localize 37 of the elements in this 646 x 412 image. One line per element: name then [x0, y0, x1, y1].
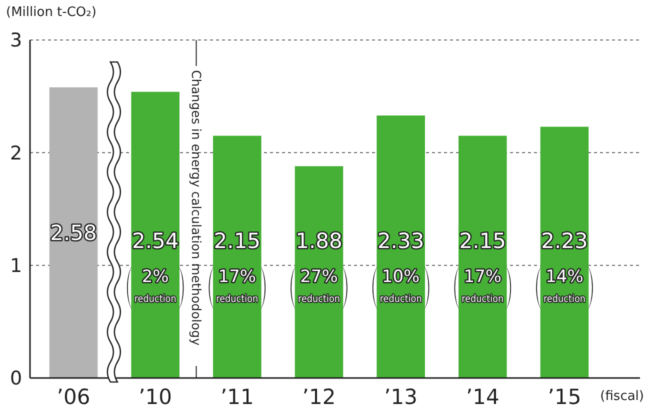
- bar: [131, 92, 180, 378]
- data-label: 2.15: [459, 228, 506, 253]
- data-label: 2.54: [132, 228, 179, 253]
- bar: [49, 87, 98, 378]
- y-axis-title: (Million t-CO₂): [6, 5, 96, 20]
- annotation: 27% reduction: [298, 266, 346, 305]
- annotation: Changes in energy calculation methodology: [188, 70, 204, 346]
- y-tick-label: 2: [10, 142, 22, 164]
- x-axis-title: (fiscal): [600, 389, 644, 404]
- data-label: 2.23: [541, 228, 588, 253]
- x-tick-label: ’11: [220, 385, 254, 409]
- y-tick-label: 1: [10, 254, 22, 277]
- data-label: 1.88: [296, 228, 342, 253]
- rounded-label-frame: 17% reduction: [454, 266, 512, 310]
- annotation: 17% reduction: [216, 266, 264, 305]
- x-tick-label: ’15: [548, 385, 582, 409]
- data-label: 2.33: [377, 228, 424, 253]
- annotation: 2% reduction: [134, 266, 182, 305]
- rounded-label-frame: 27% reduction: [290, 266, 348, 310]
- bar: [376, 115, 425, 378]
- annotation: 17% reduction: [462, 266, 510, 305]
- y-tick-label: 0: [10, 368, 22, 390]
- x-tick-label: ’06: [56, 385, 90, 409]
- rounded-label-frame: 2% reduction: [126, 266, 184, 310]
- bar: [213, 136, 262, 378]
- rounded-label-frame: 10% reduction: [372, 266, 430, 310]
- rounded-label-frame: 14% reduction: [536, 266, 593, 310]
- x-tick-label: ’13: [384, 385, 418, 409]
- annotation: 14% reduction: [543, 266, 591, 305]
- rounded-label-frame: 17% reduction: [208, 266, 266, 310]
- x-tick-label: ’10: [138, 385, 172, 409]
- annotation: 10% reduction: [380, 266, 428, 305]
- x-tick-label: ’14: [466, 385, 500, 409]
- data-label: 2.15: [214, 228, 261, 253]
- data-label: 2.58: [50, 221, 97, 246]
- y-tick-label: 3: [10, 30, 22, 52]
- x-tick-label: ’12: [302, 385, 336, 409]
